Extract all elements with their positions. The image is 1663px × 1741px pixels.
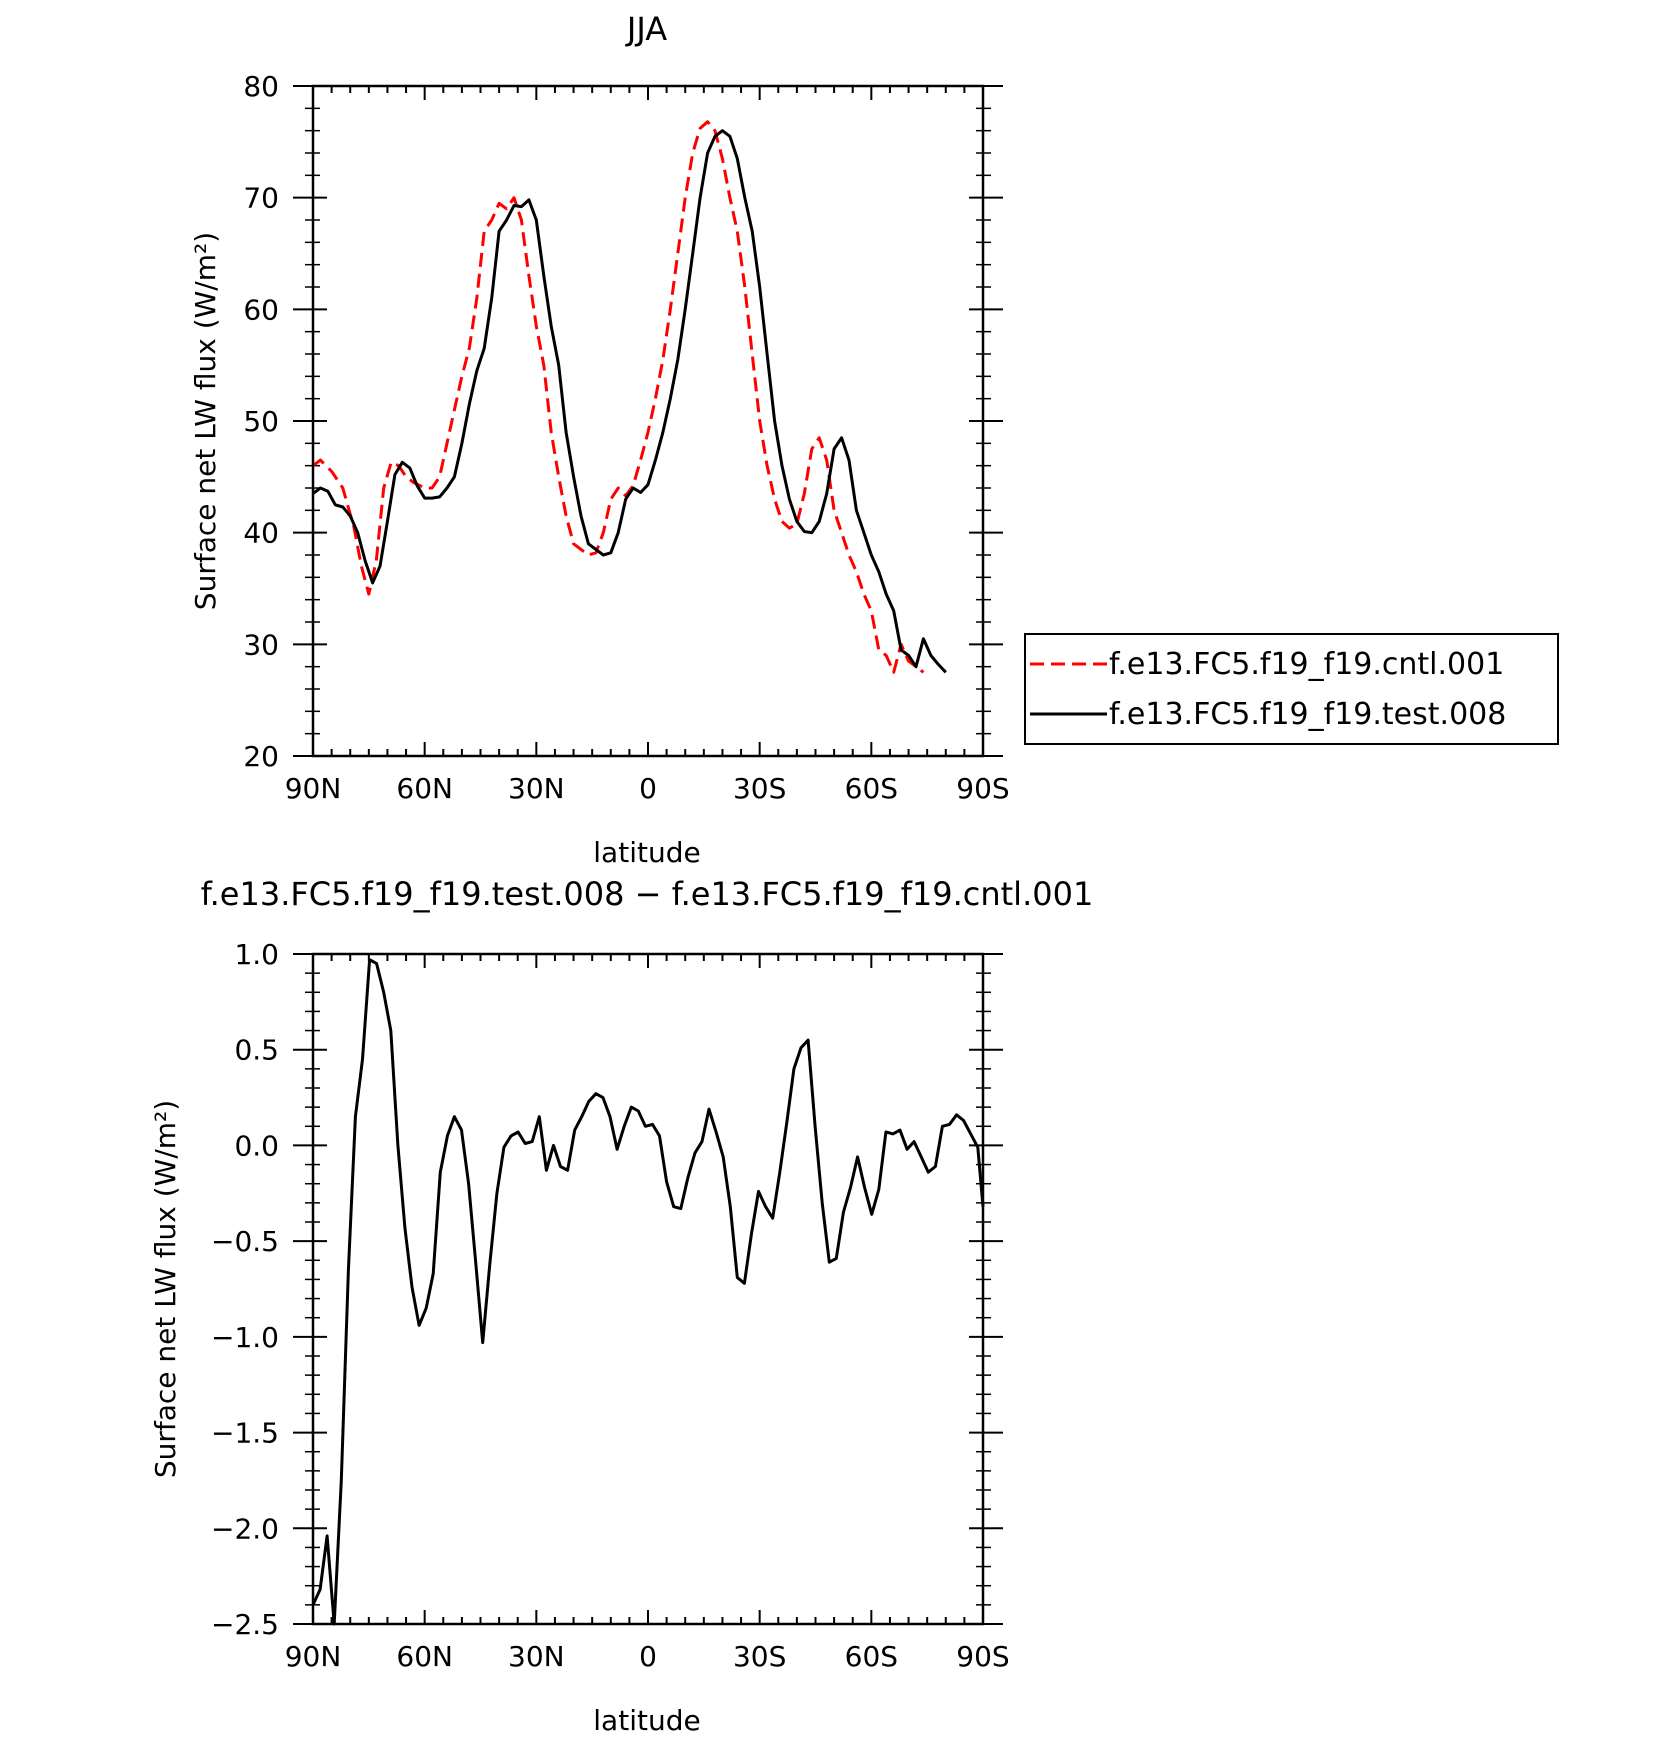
bottom-y-tick-label: −1.0 — [211, 1321, 279, 1354]
top-x-tick-labels: 90N 60N 30N 0 30S 60S 90S — [285, 772, 1010, 805]
legend-label-cntl: f.e13.FC5.f19_f19.cntl.001 — [1109, 647, 1504, 682]
bottom-y-tick-label: 0.0 — [234, 1129, 279, 1162]
top-panel: JJA 20 30 40 50 60 70 80 90N 60N 30N 0 30S 60S 90S l… — [189, 10, 1559, 869]
bottom-x-tick-label: 90S — [956, 1640, 1009, 1673]
top-x-tick-label: 30S — [733, 772, 786, 805]
top-x-axis-label: latitude — [593, 836, 700, 869]
bottom-y-tick-label: −2.5 — [211, 1608, 279, 1641]
legend-box — [1024, 633, 1559, 745]
bottom-chart-title: f.e13.FC5.f19_f19.test.008 − f.e13.FC5.f… — [201, 875, 1094, 913]
bottom-plot-frame — [311, 952, 985, 1626]
top-y-tick-label: 30 — [243, 628, 279, 661]
bottom-series-line-0 — [311, 958, 985, 1626]
top-series — [312, 120, 947, 674]
legend: f.e13.FC5.f19_f19.cntl.001 f.e13.FC5.f19… — [1024, 633, 1559, 745]
bottom-x-tick-label: 0 — [639, 1640, 657, 1673]
top-x-tick-label: 90S — [956, 772, 1009, 805]
legend-label-test: f.e13.FC5.f19_f19.test.008 — [1109, 697, 1506, 732]
bottom-y-tick-labels: −2.5 −2.0 −1.5 −1.0 −0.5 0.0 0.5 1.0 — [211, 938, 279, 1641]
top-x-tick-label: 30N — [508, 772, 565, 805]
bottom-x-axis-label: latitude — [593, 1704, 700, 1737]
bottom-panel: f.e13.FC5.f19_f19.test.008 − f.e13.FC5.f… — [149, 875, 1093, 1737]
top-plot-frame — [311, 84, 985, 758]
top-x-tick-label: 60S — [845, 772, 898, 805]
bottom-x-tick-label: 30N — [508, 1640, 565, 1673]
top-y-tick-label: 60 — [243, 293, 279, 326]
top-y-tick-labels: 20 30 40 50 60 70 80 — [243, 70, 279, 773]
bottom-series — [311, 958, 985, 1626]
bottom-x-tick-label: 30S — [733, 1640, 786, 1673]
bottom-y-tick-label: 0.5 — [234, 1034, 279, 1067]
bottom-x-tick-label: 60N — [396, 1640, 453, 1673]
top-series-line-0 — [312, 120, 925, 674]
bottom-x-tick-labels: 90N 60N 30N 0 30S 60S 90S — [285, 1640, 1010, 1673]
top-chart-title: JJA — [625, 10, 667, 48]
top-x-tick-label: 0 — [639, 772, 657, 805]
top-y-tick-label: 50 — [243, 405, 279, 438]
top-x-tick-label: 90N — [285, 772, 342, 805]
top-y-tick-label: 70 — [243, 182, 279, 215]
bottom-y-tick-label: −2.0 — [211, 1512, 279, 1545]
bottom-y-tick-label: 1.0 — [234, 938, 279, 971]
bottom-x-tick-label: 90N — [285, 1640, 342, 1673]
top-y-axis-label: Surface net LW flux (W/m²) — [189, 232, 222, 610]
top-x-tick-label: 60N — [396, 772, 453, 805]
top-y-tick-label: 40 — [243, 517, 279, 550]
top-series-line-1 — [312, 129, 947, 674]
top-y-tick-label: 20 — [243, 740, 279, 773]
bottom-y-tick-label: −1.5 — [211, 1417, 279, 1450]
top-y-tick-label: 80 — [243, 70, 279, 103]
bottom-x-tick-label: 60S — [845, 1640, 898, 1673]
bottom-y-axis-label: Surface net LW flux (W/m²) — [149, 1100, 182, 1478]
bottom-y-tick-label: −0.5 — [211, 1225, 279, 1258]
